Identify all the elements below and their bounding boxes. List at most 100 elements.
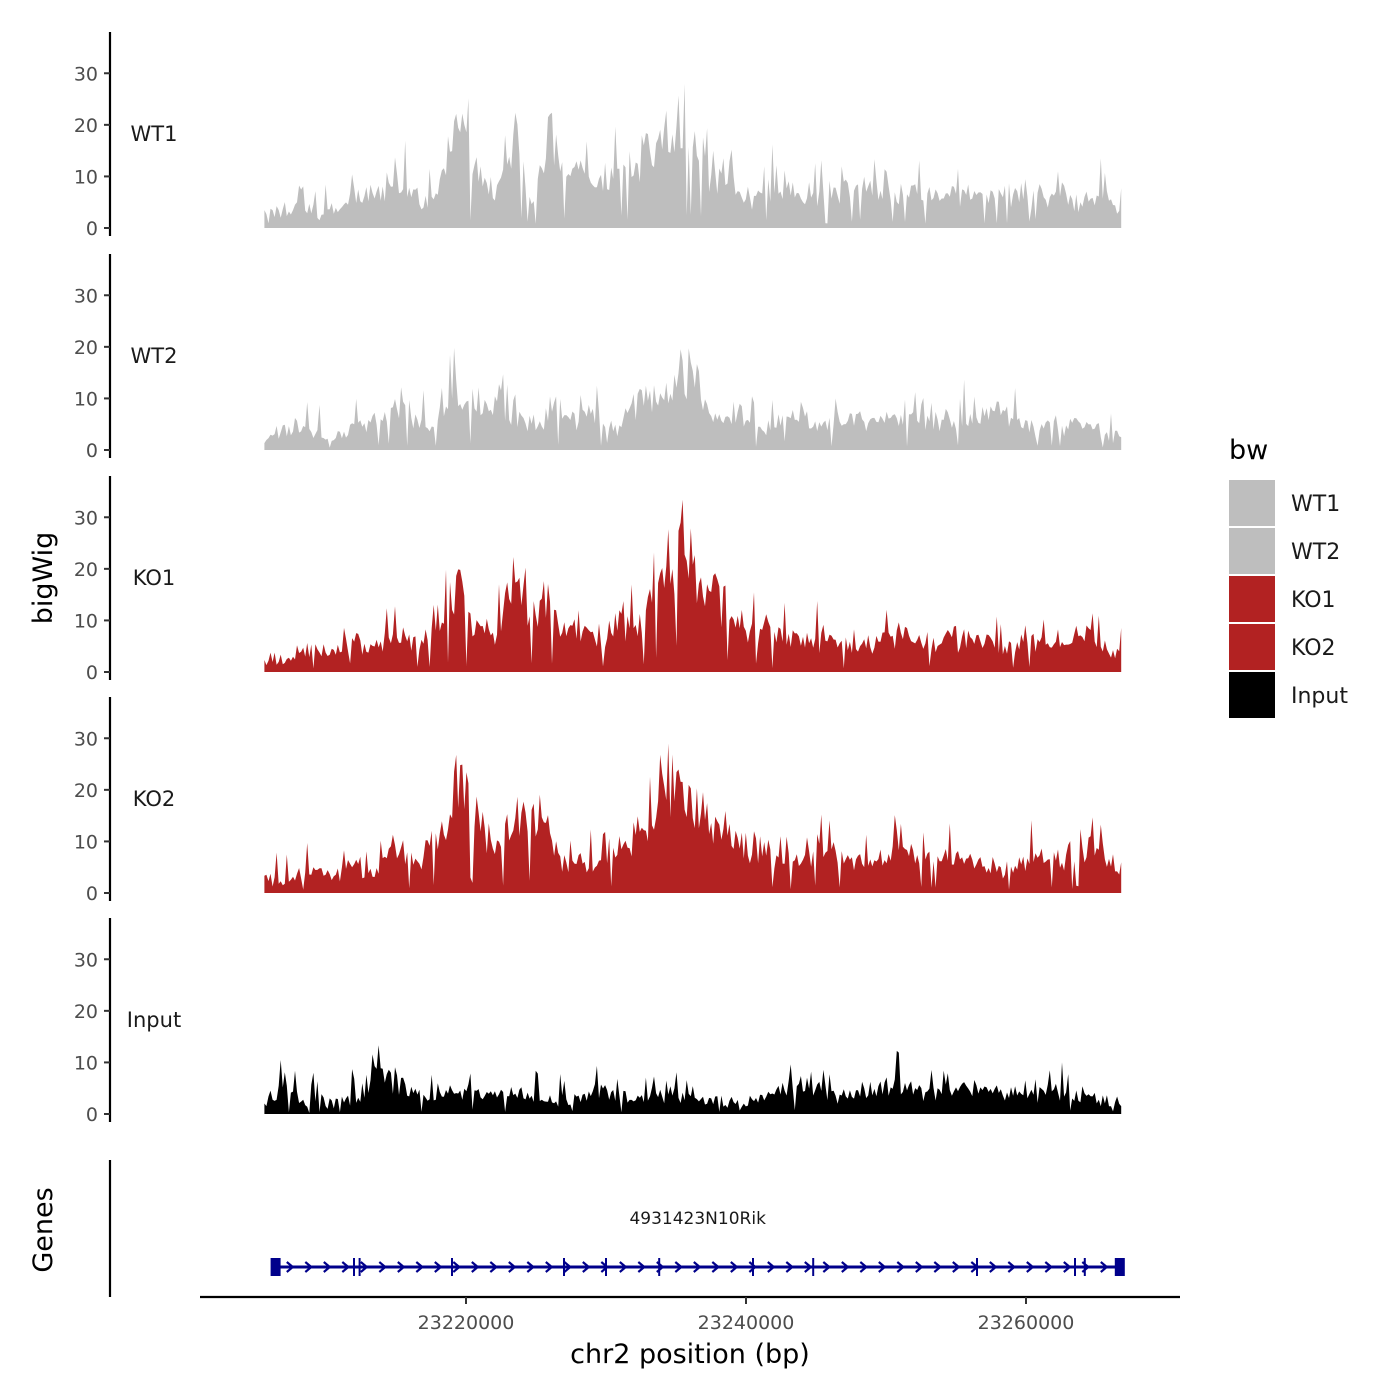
legend-swatch-ko2 [1229, 624, 1275, 670]
y-tick-label: 30 [74, 728, 98, 750]
legend-label-ko1: KO1 [1291, 588, 1336, 613]
y-tick-label: 10 [74, 831, 98, 853]
y-tick-label: 10 [74, 388, 98, 410]
y-tick-label: 30 [74, 285, 98, 307]
strand-arrow [341, 1261, 351, 1273]
strand-arrow [378, 1261, 388, 1273]
genes-axis-title: Genes [28, 1187, 59, 1272]
y-tick-label: 10 [74, 166, 98, 188]
exon [270, 1258, 281, 1276]
track-wt2: 0 10 20 30 WT2 [74, 254, 1122, 462]
legend-swatch-wt2 [1229, 528, 1275, 574]
legend-swatch-wt1 [1229, 480, 1275, 526]
strand-arrow [804, 1261, 813, 1273]
legend-label-wt1: WT1 [1291, 492, 1340, 517]
strand-arrow [822, 1261, 832, 1273]
strand-arrow [415, 1261, 425, 1273]
y-tick-label: 10 [74, 610, 98, 632]
y-tick-label: 30 [74, 63, 98, 85]
strand-arrow [360, 1261, 369, 1273]
y-tick-label: 20 [74, 115, 98, 137]
track-label-wt1: WT1 [131, 122, 178, 146]
strand-arrow [767, 1261, 776, 1273]
strand-arrow [785, 1261, 795, 1273]
signal-area-wt2 [264, 347, 1122, 450]
strand-arrow [711, 1261, 721, 1273]
legend-swatch-ko1 [1229, 576, 1275, 622]
strand-arrow [748, 1261, 758, 1273]
strand-arrow [730, 1261, 739, 1273]
genes-panel: 4931423N10Rik [108, 1160, 1125, 1297]
strand-arrow [1026, 1261, 1035, 1273]
strand-arrow [471, 1261, 480, 1273]
track-ko1: 0 10 20 30 KO1 [74, 476, 1122, 684]
y-tick-label: 10 [74, 1052, 98, 1074]
strand-arrow [637, 1261, 647, 1273]
track-label-ko2: KO2 [133, 787, 176, 811]
y-tick-label: 20 [74, 337, 98, 359]
legend-label-ko2: KO2 [1291, 636, 1336, 661]
strand-arrow [933, 1261, 943, 1273]
strand-arrow [452, 1261, 462, 1273]
y-tick-label: 0 [86, 883, 98, 905]
track-wt1: 0 10 20 30 WT1 [74, 32, 1122, 240]
track-label-input: Input [127, 1008, 181, 1032]
strand-arrow [674, 1261, 684, 1273]
strand-arrow [489, 1261, 499, 1273]
y-tick-label: 30 [74, 507, 98, 529]
legend-swatch-input [1229, 672, 1275, 718]
y-tick-label: 0 [86, 662, 98, 684]
legend-label-wt2: WT2 [1291, 540, 1340, 565]
exon [1114, 1258, 1125, 1276]
strand-arrow [915, 1261, 924, 1273]
strand-arrow [989, 1261, 998, 1273]
strand-arrow [1007, 1261, 1017, 1273]
legend: bw WT1 WT2 KO1 KO2 Input [1229, 435, 1348, 718]
strand-arrow [859, 1261, 869, 1273]
strand-arrow [1044, 1261, 1054, 1273]
gene-name-label: 4931423N10Rik [629, 1209, 766, 1229]
y-tick-label: 0 [86, 218, 98, 240]
x-tick-label: 23240000 [698, 1312, 795, 1334]
strand-arrow [323, 1261, 332, 1273]
strand-arrow [896, 1261, 906, 1273]
signal-area-ko1 [264, 499, 1122, 672]
legend-label-input: Input [1291, 684, 1348, 709]
strand-arrow [508, 1261, 517, 1273]
y-tick-label: 20 [74, 559, 98, 581]
y-tick-label: 20 [74, 1001, 98, 1023]
strand-arrow [563, 1261, 573, 1273]
strand-arrow [952, 1261, 961, 1273]
strand-arrow [619, 1261, 628, 1273]
strand-arrow [304, 1261, 314, 1273]
signal-area-wt1 [264, 83, 1122, 228]
strand-arrow [434, 1261, 443, 1273]
signal-area-input [264, 1045, 1122, 1114]
strand-arrow [693, 1261, 702, 1273]
strand-arrow [1063, 1261, 1072, 1273]
x-tick-label: 23220000 [418, 1312, 515, 1334]
strand-arrow [878, 1261, 887, 1273]
y-tick-label: 0 [86, 440, 98, 462]
strand-arrow [841, 1261, 850, 1273]
strand-arrow [397, 1261, 406, 1273]
x-axis: 23220000 23240000 23260000 [200, 1295, 1180, 1334]
legend-title: bw [1229, 435, 1268, 466]
track-input: 0 10 20 30 Input [74, 918, 1122, 1126]
strand-arrow [286, 1261, 295, 1273]
y-tick-label: 0 [86, 1104, 98, 1126]
tracks-group: 0 10 20 30 WT1 0 10 20 30 WT2 0 10 20 30 KO1 0 10 20 30 KO2… [74, 32, 1122, 1126]
x-axis-title: chr2 position (bp) [570, 1339, 810, 1370]
track-label-wt2: WT2 [131, 344, 178, 368]
y-tick-label: 30 [74, 949, 98, 971]
strand-arrow [600, 1261, 610, 1273]
strand-arrow [582, 1261, 591, 1273]
strand-arrow [526, 1261, 536, 1273]
strand-arrow [545, 1261, 554, 1273]
x-tick-label: 23260000 [978, 1312, 1075, 1334]
track-label-ko1: KO1 [133, 566, 176, 590]
y-tick-label: 20 [74, 780, 98, 802]
signal-area-ko2 [264, 743, 1122, 893]
track-ko2: 0 10 20 30 KO2 [74, 697, 1122, 905]
